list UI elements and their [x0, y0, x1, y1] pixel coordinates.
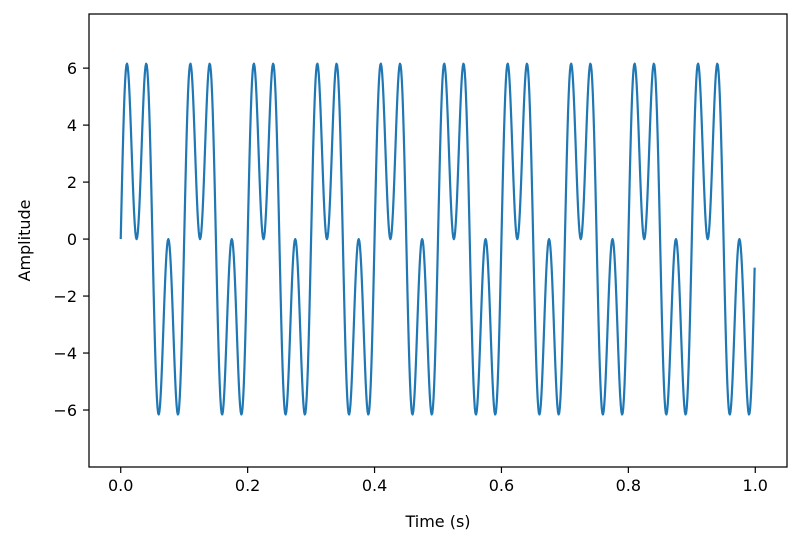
y-tick-label: 2 — [67, 173, 77, 192]
y-tick-label: 6 — [67, 59, 77, 78]
series-layer — [119, 62, 756, 416]
x-tick-label: 0.8 — [616, 476, 641, 495]
y-tick-label: 4 — [67, 116, 77, 135]
x-tick-label: 0.6 — [489, 476, 514, 495]
y-tick-label: −2 — [53, 287, 77, 306]
y-tick-label: −4 — [53, 344, 77, 363]
x-axis-label: Time (s) — [404, 512, 470, 531]
y-tick-label: −6 — [53, 401, 77, 420]
x-tick-label: 0.4 — [362, 476, 387, 495]
x-tick-label: 0.0 — [108, 476, 133, 495]
y-tick-label: 0 — [67, 230, 77, 249]
x-tick-label: 0.2 — [235, 476, 260, 495]
y-axis: −6 −4 −2 0 2 4 6 — [53, 59, 89, 420]
x-tick-label: 1.0 — [743, 476, 768, 495]
plot-frame — [88, 13, 788, 468]
x-axis: 0.0 0.2 0.4 0.6 0.8 1.0 — [108, 467, 768, 495]
series-line-0 — [119, 62, 756, 416]
y-axis-label: Amplitude — [15, 200, 34, 282]
